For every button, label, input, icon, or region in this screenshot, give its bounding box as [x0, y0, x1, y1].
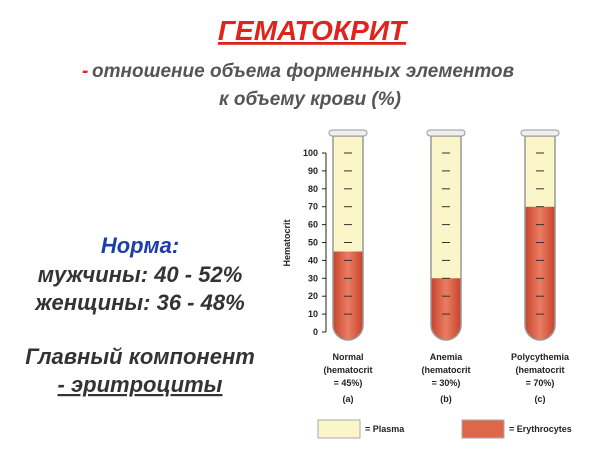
- y-tick-label: 100: [303, 148, 318, 158]
- subtitle: отношение объема форменных элементов: [92, 61, 514, 82]
- y-tick-label: 80: [308, 184, 318, 194]
- y-tick-label: 30: [308, 273, 318, 283]
- y-tick-label: 0: [313, 327, 318, 337]
- tube-rim: [520, 129, 560, 137]
- tube-label: = 30%): [432, 378, 461, 388]
- tube-label: (c): [535, 394, 546, 404]
- legend-label: = Erythrocytes: [509, 424, 572, 434]
- tube-outline: [430, 135, 462, 341]
- tube-label: Polycythemia: [511, 352, 570, 362]
- main-component: Главный компонент: [25, 344, 255, 369]
- tube-label: = 70%): [526, 378, 555, 388]
- tube-label: = 45%): [334, 378, 363, 388]
- tube-outline: [332, 135, 364, 341]
- subtitle: к объему крови (%): [219, 89, 401, 110]
- tube-label: (b): [440, 394, 452, 404]
- diagram: 0 10 20 30 40 50 60 70 80 90 100 Normal (hematocrit =…: [303, 129, 572, 439]
- norm-men: мужчины: 40 - 52%: [38, 262, 243, 287]
- y-tick-label: 50: [308, 238, 318, 248]
- legend-swatch: [461, 419, 505, 439]
- main-component: - эритроциты: [58, 372, 223, 397]
- norm-heading: Норма:: [101, 233, 179, 258]
- subtitle-dash: -: [82, 61, 88, 82]
- y-tick-label: 70: [308, 202, 318, 212]
- legend-label: = Plasma: [365, 424, 405, 434]
- tube-label: Normal: [332, 352, 363, 362]
- tube-label: (hematocrit: [515, 365, 564, 375]
- y-tick-label: 10: [308, 309, 318, 319]
- erythrocytes: [431, 278, 461, 340]
- tube-label: (hematocrit: [421, 365, 470, 375]
- erythrocytes: [333, 251, 363, 340]
- y-tick-label: 40: [308, 255, 318, 265]
- norm-women: женщины: 36 - 48%: [34, 290, 244, 315]
- tube-label: Anemia: [430, 352, 464, 362]
- y-tick-label: 60: [308, 220, 318, 230]
- erythrocytes: [525, 206, 555, 340]
- axis-label: Hematocrit: [282, 219, 292, 266]
- tube-outline: [524, 135, 556, 341]
- tube-label: (a): [343, 394, 354, 404]
- legend-swatch: [317, 419, 361, 439]
- title: ГЕМАТОКРИТ: [218, 15, 409, 46]
- tube-rim: [426, 129, 466, 137]
- tube-label: (hematocrit: [323, 365, 372, 375]
- y-tick-label: 20: [308, 291, 318, 301]
- tube-rim: [328, 129, 368, 137]
- y-tick-label: 90: [308, 166, 318, 176]
